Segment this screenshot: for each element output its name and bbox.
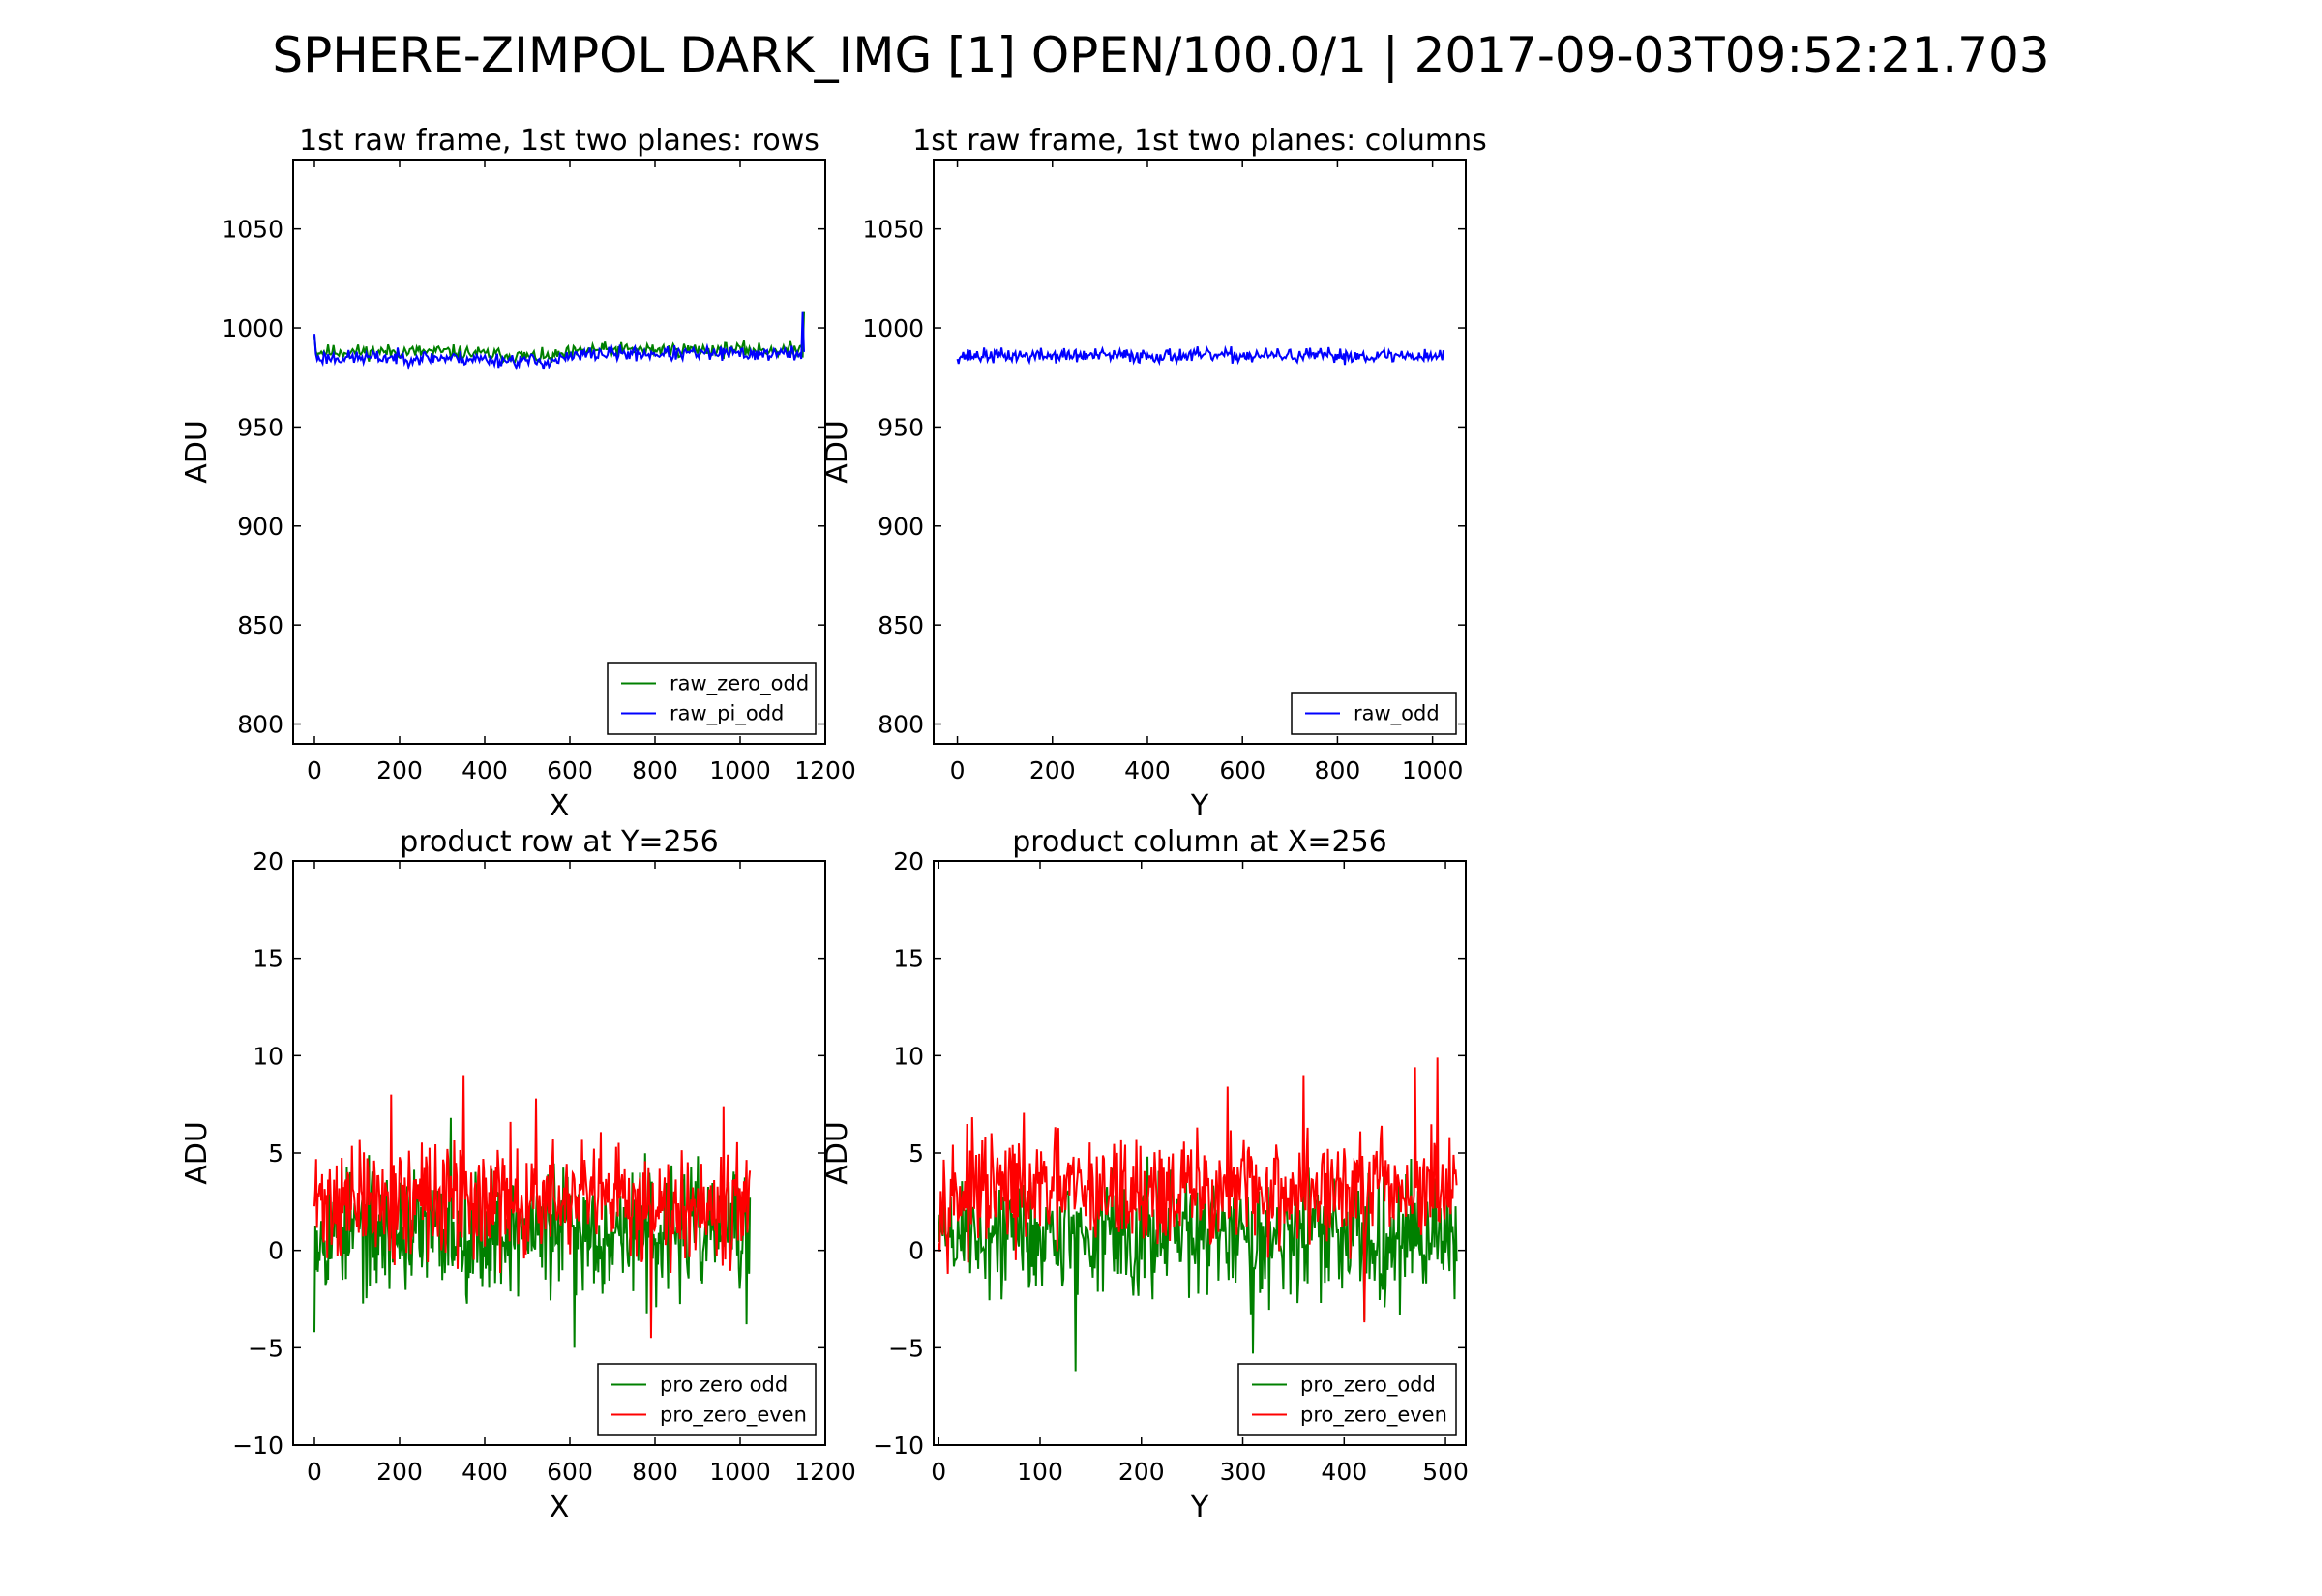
x-tick-label: 400 <box>461 756 508 784</box>
axes-frame <box>933 159 1467 745</box>
series-line-1 <box>313 1075 752 1339</box>
x-tick-label: 600 <box>1219 756 1265 784</box>
legend: raw_zero_odd raw_pi_odd <box>607 662 817 735</box>
y-tick-label: −10 <box>232 1432 283 1460</box>
series-line-1 <box>938 1057 1458 1323</box>
series-line-1 <box>313 311 805 371</box>
legend-label: pro_zero_odd <box>1300 1374 1436 1398</box>
x-axis-label: X <box>550 789 570 823</box>
x-tick-label: 0 <box>950 756 966 784</box>
legend: raw_odd <box>1291 692 1457 735</box>
y-axis-label: ADU <box>180 420 214 484</box>
legend-label: raw_pi_odd <box>670 702 784 726</box>
legend-box <box>607 662 817 735</box>
chart-title: 1st raw frame, 1st two planes: rows <box>299 124 819 158</box>
x-tick-label: 0 <box>931 1458 946 1486</box>
x-tick-label: 400 <box>1124 756 1171 784</box>
x-tick-label: 0 <box>307 1458 322 1486</box>
y-tick-label: 5 <box>908 1139 924 1167</box>
chart-product-row: 0 200 400 600 800 1000 1200 −10 −5 0 5 10 15 20 produc… <box>180 825 856 1524</box>
x-tick-label: 200 <box>376 756 423 784</box>
y-axis-label: ADU <box>820 1121 854 1185</box>
y-tick-label: −5 <box>888 1334 924 1362</box>
x-tick-label: 800 <box>1315 756 1361 784</box>
series-group <box>956 344 1444 367</box>
x-tick-label: 0 <box>307 756 322 784</box>
legend-label: pro_zero_even <box>660 1404 807 1428</box>
legend: pro zero odd pro_zero_even <box>597 1363 817 1436</box>
y-tick-label: 10 <box>893 1042 924 1070</box>
y-tick-label: 850 <box>237 611 283 639</box>
x-tick-label: 200 <box>1029 756 1076 784</box>
y-tick-label: 1000 <box>862 314 924 342</box>
chart-title: product column at X=256 <box>1012 825 1387 859</box>
legend-label: pro zero odd <box>660 1374 788 1397</box>
x-tick-label: 1200 <box>794 756 856 784</box>
y-tick-label: 20 <box>893 847 924 875</box>
y-tick-label: 15 <box>253 945 283 973</box>
y-tick-label: 900 <box>237 513 283 541</box>
x-axis-label: Y <box>1190 1491 1209 1524</box>
y-axis-label: ADU <box>820 420 854 484</box>
x-tick-label: 1000 <box>709 756 771 784</box>
x-tick-label: 400 <box>1321 1458 1367 1486</box>
y-tick-label: −10 <box>873 1432 924 1460</box>
figure-suptitle: SPHERE-ZIMPOL DARK_IMG [1] OPEN/100.0/1 … <box>272 27 2050 83</box>
x-tick-label: 1000 <box>709 1458 771 1486</box>
x-tick-label: 200 <box>376 1458 423 1486</box>
series-group <box>313 1075 752 1348</box>
x-tick-label: 1200 <box>794 1458 856 1486</box>
x-tick-label: 400 <box>461 1458 508 1486</box>
y-tick-label: 950 <box>237 413 283 441</box>
y-tick-label: 5 <box>268 1139 283 1167</box>
x-tick-label: 800 <box>632 756 678 784</box>
axes-frame <box>292 159 826 745</box>
x-axis-label: Y <box>1190 789 1209 823</box>
y-axis-label: ADU <box>180 1121 214 1185</box>
legend-label: raw_odd <box>1354 702 1440 726</box>
chart-columns: 0 200 400 600 800 1000 800 850 900 950 1000 1050 1st… <box>820 124 1487 823</box>
x-axis-label: X <box>550 1491 570 1524</box>
chart-title: 1st raw frame, 1st two planes: columns <box>912 124 1487 158</box>
x-tick-label: 600 <box>547 756 593 784</box>
y-tick-label: 0 <box>268 1237 283 1265</box>
y-tick-label: 0 <box>908 1237 924 1265</box>
y-tick-label: 800 <box>878 711 924 739</box>
legend: pro_zero_odd pro_zero_even <box>1237 1363 1457 1436</box>
series-group <box>313 311 805 371</box>
y-tick-label: 1050 <box>862 216 924 244</box>
axes-frame <box>292 860 826 1446</box>
x-tick-label: 500 <box>1422 1458 1469 1486</box>
y-tick-label: 1000 <box>222 314 283 342</box>
chart-product-column: 0 100 200 300 400 500 −10 −5 0 5 10 15 20 product col… <box>820 825 1469 1524</box>
x-tick-label: 600 <box>547 1458 593 1486</box>
y-tick-label: 800 <box>237 711 283 739</box>
y-tick-label: 850 <box>878 611 924 639</box>
series-group <box>938 1057 1458 1372</box>
series-line-0 <box>956 344 1444 367</box>
x-tick-label: 300 <box>1220 1458 1266 1486</box>
x-tick-label: 100 <box>1017 1458 1063 1486</box>
legend-box <box>597 1363 817 1436</box>
y-tick-label: 20 <box>253 847 283 875</box>
y-tick-label: −5 <box>248 1334 283 1362</box>
y-tick-label: 900 <box>878 513 924 541</box>
x-tick-label: 800 <box>632 1458 678 1486</box>
x-tick-label: 200 <box>1118 1458 1165 1486</box>
chart-title: product row at Y=256 <box>400 825 718 859</box>
legend-label: raw_zero_odd <box>670 672 809 696</box>
y-tick-label: 15 <box>893 945 924 973</box>
legend-box <box>1237 1363 1457 1436</box>
y-tick-label: 1050 <box>222 216 283 244</box>
legend-label: pro_zero_even <box>1300 1404 1447 1428</box>
chart-rows: 0 200 400 600 800 1000 1200 800 850 900 950 1000 105… <box>180 124 856 823</box>
y-tick-label: 10 <box>253 1042 283 1070</box>
x-tick-label: 1000 <box>1402 756 1464 784</box>
y-tick-label: 950 <box>878 413 924 441</box>
